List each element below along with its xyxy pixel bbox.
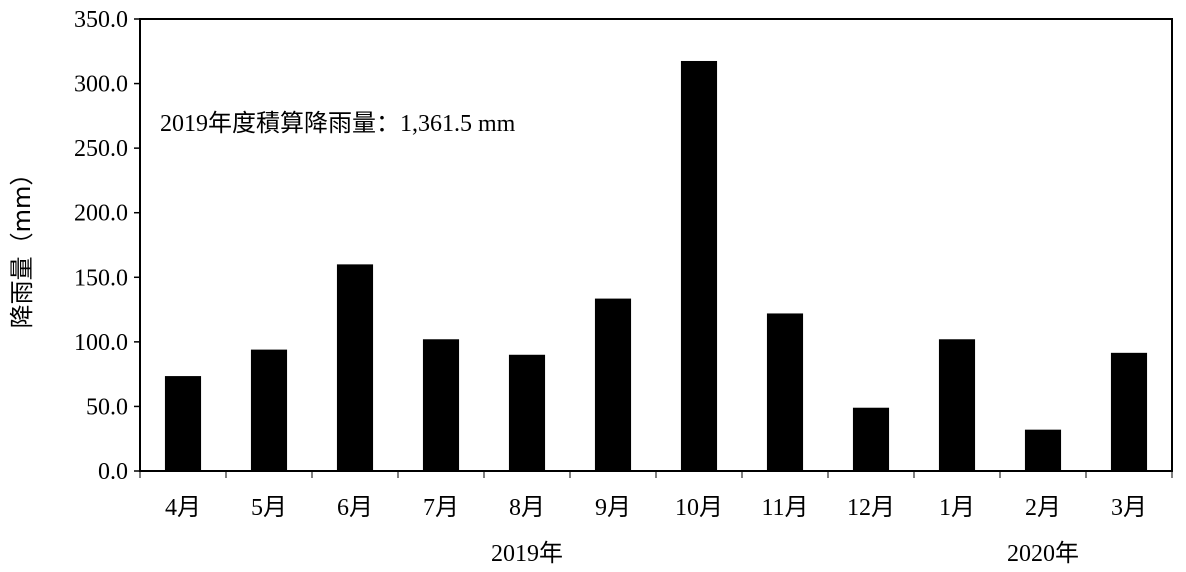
bar-4 — [422, 339, 460, 471]
category-label: 1月 — [939, 495, 975, 521]
category-label: 4月 — [165, 495, 201, 521]
year-group-label: 2019年 — [491, 540, 563, 567]
bar-12 — [1110, 352, 1148, 471]
category-label: 2月 — [1025, 495, 1061, 521]
bar-3 — [336, 264, 374, 471]
y-tick-label: 200.0 — [74, 201, 128, 227]
bars — [164, 60, 1148, 471]
category-label: 5月 — [251, 495, 287, 521]
x-axis: 4月 5月 6月 7月 8月 9月 10月 11月 12月 1月 2月 3月 — [139, 471, 1173, 521]
plot-frame — [139, 18, 1173, 472]
category-label: 8月 — [509, 495, 545, 521]
bar-7 — [680, 60, 718, 471]
bar-1 — [164, 376, 202, 471]
y-tick-label: 100.0 — [74, 330, 128, 356]
category-label: 7月 — [423, 495, 459, 521]
category-label: 10月 — [675, 495, 723, 521]
bar-2 — [250, 349, 288, 471]
y-axis-label: 降雨量（mm） — [8, 162, 36, 329]
category-label: 6月 — [337, 495, 373, 521]
total-rainfall-annotation: 2019年度積算降雨量：1,361.5 mm — [160, 110, 516, 137]
bar-6 — [594, 298, 632, 471]
year-group-label: 2020年 — [1007, 540, 1079, 567]
bar-9 — [852, 407, 890, 471]
y-tick-label: 300.0 — [74, 72, 128, 98]
category-label: 3月 — [1111, 495, 1147, 521]
category-label: 12月 — [847, 495, 895, 521]
bar-5 — [508, 354, 546, 471]
category-label: 11月 — [761, 495, 808, 521]
y-tick-label: 50.0 — [86, 394, 128, 420]
y-tick-label: 150.0 — [74, 265, 128, 291]
y-axis: 0.0 50.0 100.0 150.0 200.0 250.0 300.0 350.0 — [74, 7, 140, 485]
category-label: 9月 — [595, 495, 631, 521]
bar-11 — [1024, 429, 1062, 471]
y-tick-label: 250.0 — [74, 136, 128, 162]
y-tick-label: 350.0 — [74, 7, 128, 33]
year-groups: 2019年 2020年 — [491, 540, 1079, 567]
bar-8 — [766, 313, 804, 471]
bar-10 — [938, 339, 976, 471]
y-tick-label: 0.0 — [98, 459, 128, 485]
